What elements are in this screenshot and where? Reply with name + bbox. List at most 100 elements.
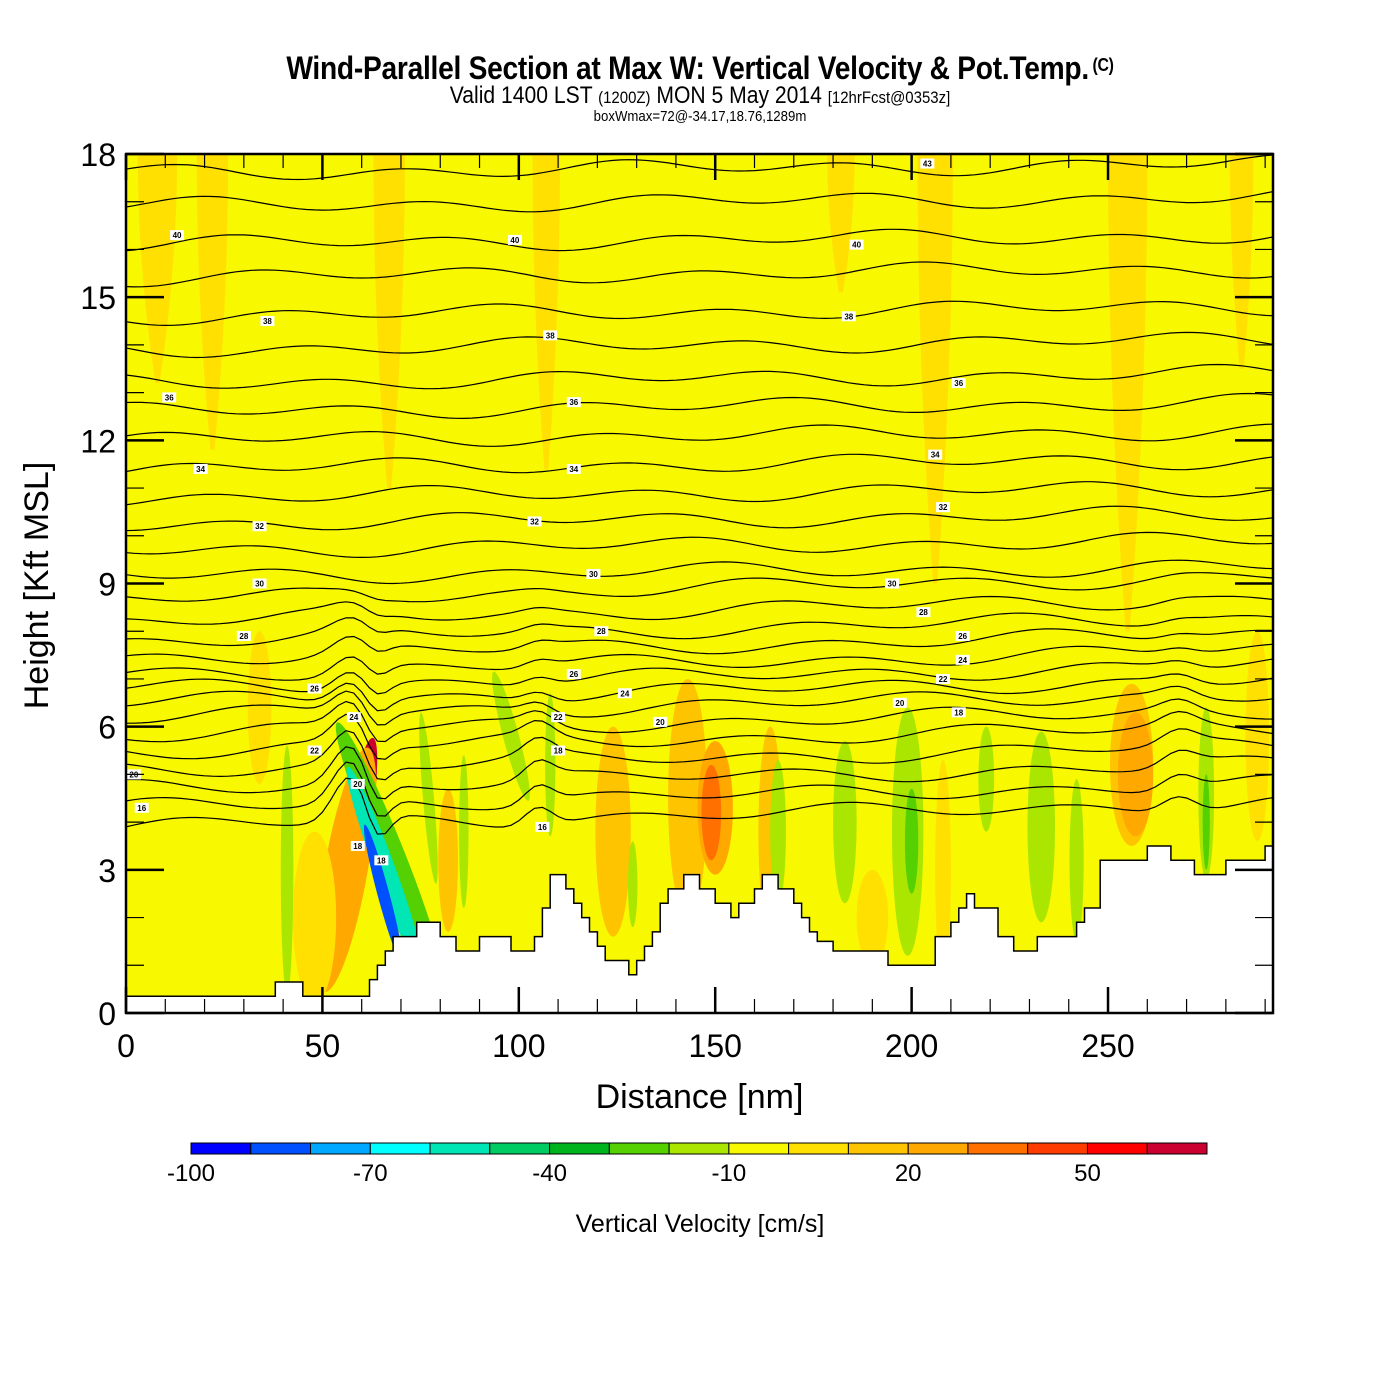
theta-label-text: 28 [597, 627, 606, 636]
colorbar-swatch-9 [728, 1142, 790, 1155]
colorbar-swatch-0 [190, 1142, 252, 1155]
theta-label-24: 24 [955, 654, 970, 665]
x-tick-label: 100 [492, 1028, 545, 1064]
w-feature-29 [1069, 779, 1084, 942]
colorbar-swatch-16 [1146, 1142, 1208, 1155]
w-plume-1 [196, 154, 229, 450]
theta-label-text: 32 [530, 517, 539, 526]
w-feature-17 [668, 678, 708, 918]
theta-label-20: 20 [350, 778, 365, 789]
theta-label-34: 34 [193, 463, 208, 474]
x-tick-labels: 0 50 100 150 200 250 [117, 1028, 1135, 1064]
w-feature-10 [419, 712, 438, 884]
theta-label-43: 43 [920, 158, 935, 169]
theta-label-text: 26 [310, 684, 319, 693]
theta-contour-40 [126, 261, 1273, 288]
theta-label-bg [955, 654, 970, 665]
theta-label-32: 32 [252, 521, 267, 532]
theta-contour-36 [126, 392, 1273, 420]
theta-label-bg [566, 463, 581, 474]
theta-label-40: 40 [507, 234, 522, 245]
theta-contour-29 [126, 572, 1273, 603]
box-wmax-info: boxWmax=72@-34.17,18.76,1289m [593, 108, 807, 125]
theta-label-bg [134, 802, 149, 813]
theta-label-18: 18 [374, 855, 389, 866]
theta-label-text: 34 [569, 465, 578, 474]
theta-label-bg [936, 502, 951, 513]
theta-label-bg [350, 778, 365, 789]
theta-label-bg [551, 712, 566, 723]
y-tick-label: 0 [98, 996, 116, 1032]
colorbar-swatch-5 [489, 1142, 551, 1155]
theta-label-bg [955, 630, 970, 641]
theta-contour-25 [126, 643, 1273, 681]
theta-label-text: 18 [353, 842, 362, 851]
theta-label-bg [617, 688, 632, 699]
theta-label-text: 40 [173, 231, 182, 240]
w-plume-7 [1229, 154, 1254, 369]
theta-label-bg [849, 239, 864, 250]
theta-contour-31 [126, 531, 1273, 559]
y-tick-label: 3 [98, 853, 116, 889]
x-tick-label: 50 [305, 1028, 341, 1064]
theta-label-38: 38 [841, 311, 856, 322]
theta-label-bg [252, 521, 267, 532]
theta-label-40: 40 [170, 230, 185, 241]
theta-label-text: 40 [510, 236, 519, 245]
theta-contour-38 [126, 331, 1273, 359]
colorbar-swatch-4 [429, 1142, 491, 1155]
y-tick-label: 18 [80, 137, 116, 173]
colorbar-tick-label: -70 [353, 1160, 388, 1187]
w-plume-4 [827, 154, 855, 293]
theta-label-bg [566, 669, 581, 680]
theta-label-bg [170, 230, 185, 241]
w-plume-6 [1108, 154, 1148, 632]
theta-contour-41 [126, 228, 1273, 252]
valid-utc: (1200Z) [598, 88, 651, 107]
upper-w-plumes [137, 154, 1254, 632]
theta-label-text: 30 [255, 580, 264, 589]
w-feature-28 [1027, 731, 1055, 923]
theta-contour-19 [126, 728, 1273, 781]
theta-contour-43 [126, 154, 1273, 181]
theta-label-bg [374, 855, 389, 866]
w-feature-31 [1117, 712, 1154, 837]
copyright-mark: (C) [1092, 55, 1114, 75]
w-feature-11 [438, 788, 458, 932]
theta-label-text: 34 [196, 465, 205, 474]
x-tick-label: 150 [689, 1028, 742, 1064]
w-feature-13 [492, 671, 530, 801]
x-tick-label: 0 [117, 1028, 135, 1064]
w-feature-15 [595, 726, 631, 937]
axis-ticks [124, 152, 1273, 1015]
colorbar-swatch-12 [907, 1142, 969, 1155]
theta-label-28: 28 [236, 630, 251, 641]
x-axis-title: Distance [nm] [596, 1078, 804, 1116]
theta-label-34: 34 [928, 449, 943, 460]
chart-title: Wind-Parallel Section at Max W: Vertical… [84, 50, 1316, 87]
colorbar-swatch-11 [847, 1142, 909, 1155]
theta-label-text: 36 [954, 379, 963, 388]
w-features [247, 631, 1270, 1004]
theta-label-text: 18 [377, 856, 386, 865]
theta-contour-20 [126, 710, 1273, 760]
colorbar-swatch-14 [1027, 1142, 1088, 1155]
theta-label-28: 28 [916, 607, 931, 618]
theta-label-22: 22 [307, 745, 322, 756]
colorbar-swatch-6 [549, 1142, 610, 1155]
w-feature-23 [856, 869, 889, 966]
theta-contour-35 [126, 423, 1273, 447]
theta-label-20: 20 [653, 716, 668, 727]
theta-label-bg [252, 578, 267, 589]
theta-label-32: 32 [936, 502, 951, 513]
colorbar-swatch-2 [310, 1142, 371, 1155]
theta-label-bg [236, 630, 251, 641]
theta-label-34: 34 [566, 463, 581, 474]
theta-label-bg [936, 673, 951, 684]
theta-label-24: 24 [346, 712, 361, 723]
theta-label-bg [916, 607, 931, 618]
colorbar-title: Vertical Velocity [cm/s] [576, 1210, 825, 1238]
w-plume-5 [917, 154, 953, 584]
theta-contour-23 [126, 673, 1273, 712]
theta-label-bg [527, 516, 542, 527]
